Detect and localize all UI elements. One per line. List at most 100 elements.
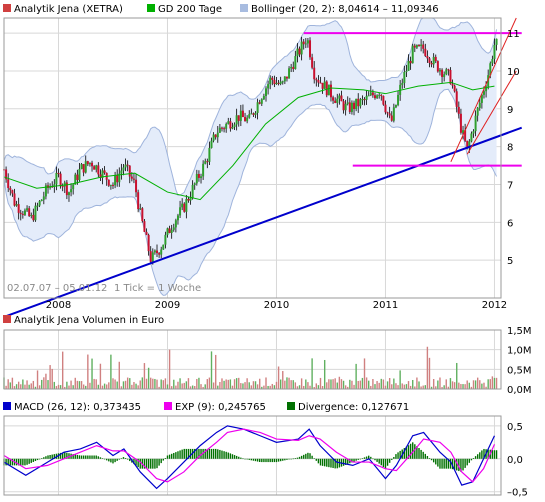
volume-bar: [20, 384, 22, 389]
candle-body: [397, 94, 400, 105]
divergence-bar: [147, 458, 150, 469]
candle-body: [72, 184, 75, 190]
divergence-bar: [462, 458, 464, 471]
volume-bar: [45, 373, 47, 389]
candle-body: [248, 114, 251, 118]
candle-body: [302, 41, 305, 45]
volume-bar: [173, 379, 175, 389]
candle-body: [306, 40, 309, 44]
x-tick-2008: 2008: [46, 300, 71, 311]
candle-body: [436, 61, 439, 72]
divergence-bar: [493, 450, 496, 459]
volume-bar: [103, 383, 106, 389]
volume-bar: [28, 384, 30, 389]
divergence-bar: [305, 453, 307, 459]
candle-body: [260, 99, 263, 104]
divergence-bar: [420, 449, 422, 459]
volume-bar: [319, 377, 322, 389]
divergence-bar: [162, 458, 164, 461]
candle-body: [220, 127, 223, 129]
y-tick-price: 5: [507, 256, 513, 267]
candle-body: [141, 208, 144, 222]
candle-body: [185, 198, 188, 212]
volume-bar: [225, 379, 227, 389]
candle-body: [457, 106, 460, 114]
divergence-bar: [296, 457, 299, 459]
candle-body: [93, 166, 96, 170]
candle-body: [382, 95, 385, 105]
volume-bar: [397, 385, 399, 389]
divergence-bar: [317, 458, 320, 464]
volume-bar: [212, 382, 215, 389]
volume-bar: [143, 363, 146, 389]
candle-body: [365, 95, 368, 100]
y-tick-macd: –0,5: [507, 488, 528, 499]
volume-bar: [424, 385, 426, 389]
line-layer: [3, 17, 523, 318]
candle-body: [432, 56, 435, 65]
divergence-bar: [156, 458, 158, 469]
volume-bar: [208, 377, 211, 389]
volume-bar: [206, 379, 209, 389]
volume-bar: [409, 385, 412, 389]
divergence-bar: [439, 458, 441, 469]
volume-bar: [395, 383, 397, 389]
volume-bar: [26, 380, 28, 389]
candle-body: [426, 55, 429, 59]
candle-body: [166, 228, 169, 235]
candle-body: [231, 127, 234, 129]
volume-bar: [223, 380, 225, 389]
volume-bar: [64, 386, 66, 389]
x-tick-2010: 2010: [264, 300, 289, 311]
volume-bar: [378, 382, 380, 389]
volume-bar: [158, 386, 160, 389]
volume-bar: [66, 381, 68, 389]
divergence-bar: [453, 458, 456, 470]
volume-bar: [284, 380, 286, 389]
divergence-bar: [309, 453, 311, 459]
divergence-bar: [315, 458, 318, 461]
candle-body: [292, 66, 295, 70]
volume-bar: [68, 385, 70, 389]
legend-macd: MACD (26, 12): 0,373435: [14, 402, 141, 413]
legend-swatch-divergence: [287, 402, 295, 410]
y-tick-volume: 0,0M: [507, 385, 532, 396]
divergence-bar: [221, 450, 223, 459]
volume-bar: [80, 381, 83, 389]
volume-bar: [41, 379, 43, 389]
volume-bar: [145, 378, 148, 389]
divergence-bar: [240, 457, 242, 459]
divergence-bar: [397, 452, 399, 459]
candle-body: [290, 66, 293, 69]
candle-body: [271, 77, 274, 80]
volume-bar: [95, 379, 97, 389]
candle-body: [250, 113, 253, 115]
volume-bar: [355, 363, 357, 389]
volume-bar: [72, 385, 74, 389]
volume-bar: [426, 346, 429, 389]
divergence-bar: [292, 458, 294, 460]
candle-body: [480, 94, 483, 103]
volume-bar: [470, 386, 473, 389]
volume-bar: [296, 386, 299, 389]
divergence-bar: [409, 443, 412, 459]
candle-body: [476, 107, 479, 116]
divergence-bar: [282, 458, 284, 461]
volume-bar: [439, 377, 441, 389]
volume-bar: [313, 387, 315, 389]
candle-body: [350, 102, 353, 112]
volume-bar: [204, 384, 206, 389]
divergence-bar: [458, 458, 460, 472]
divergence-bar: [273, 458, 276, 463]
divergence-bar: [323, 458, 326, 467]
candle-body: [15, 204, 18, 206]
volume-bar: [474, 380, 477, 389]
volume-bar: [384, 385, 387, 389]
divergence-bar: [208, 448, 211, 459]
candle-body: [422, 44, 425, 49]
candle-body: [101, 170, 104, 178]
volume-bar: [401, 383, 403, 389]
x-tick-2009: 2009: [155, 300, 180, 311]
y-tick-price: 8: [507, 143, 513, 154]
